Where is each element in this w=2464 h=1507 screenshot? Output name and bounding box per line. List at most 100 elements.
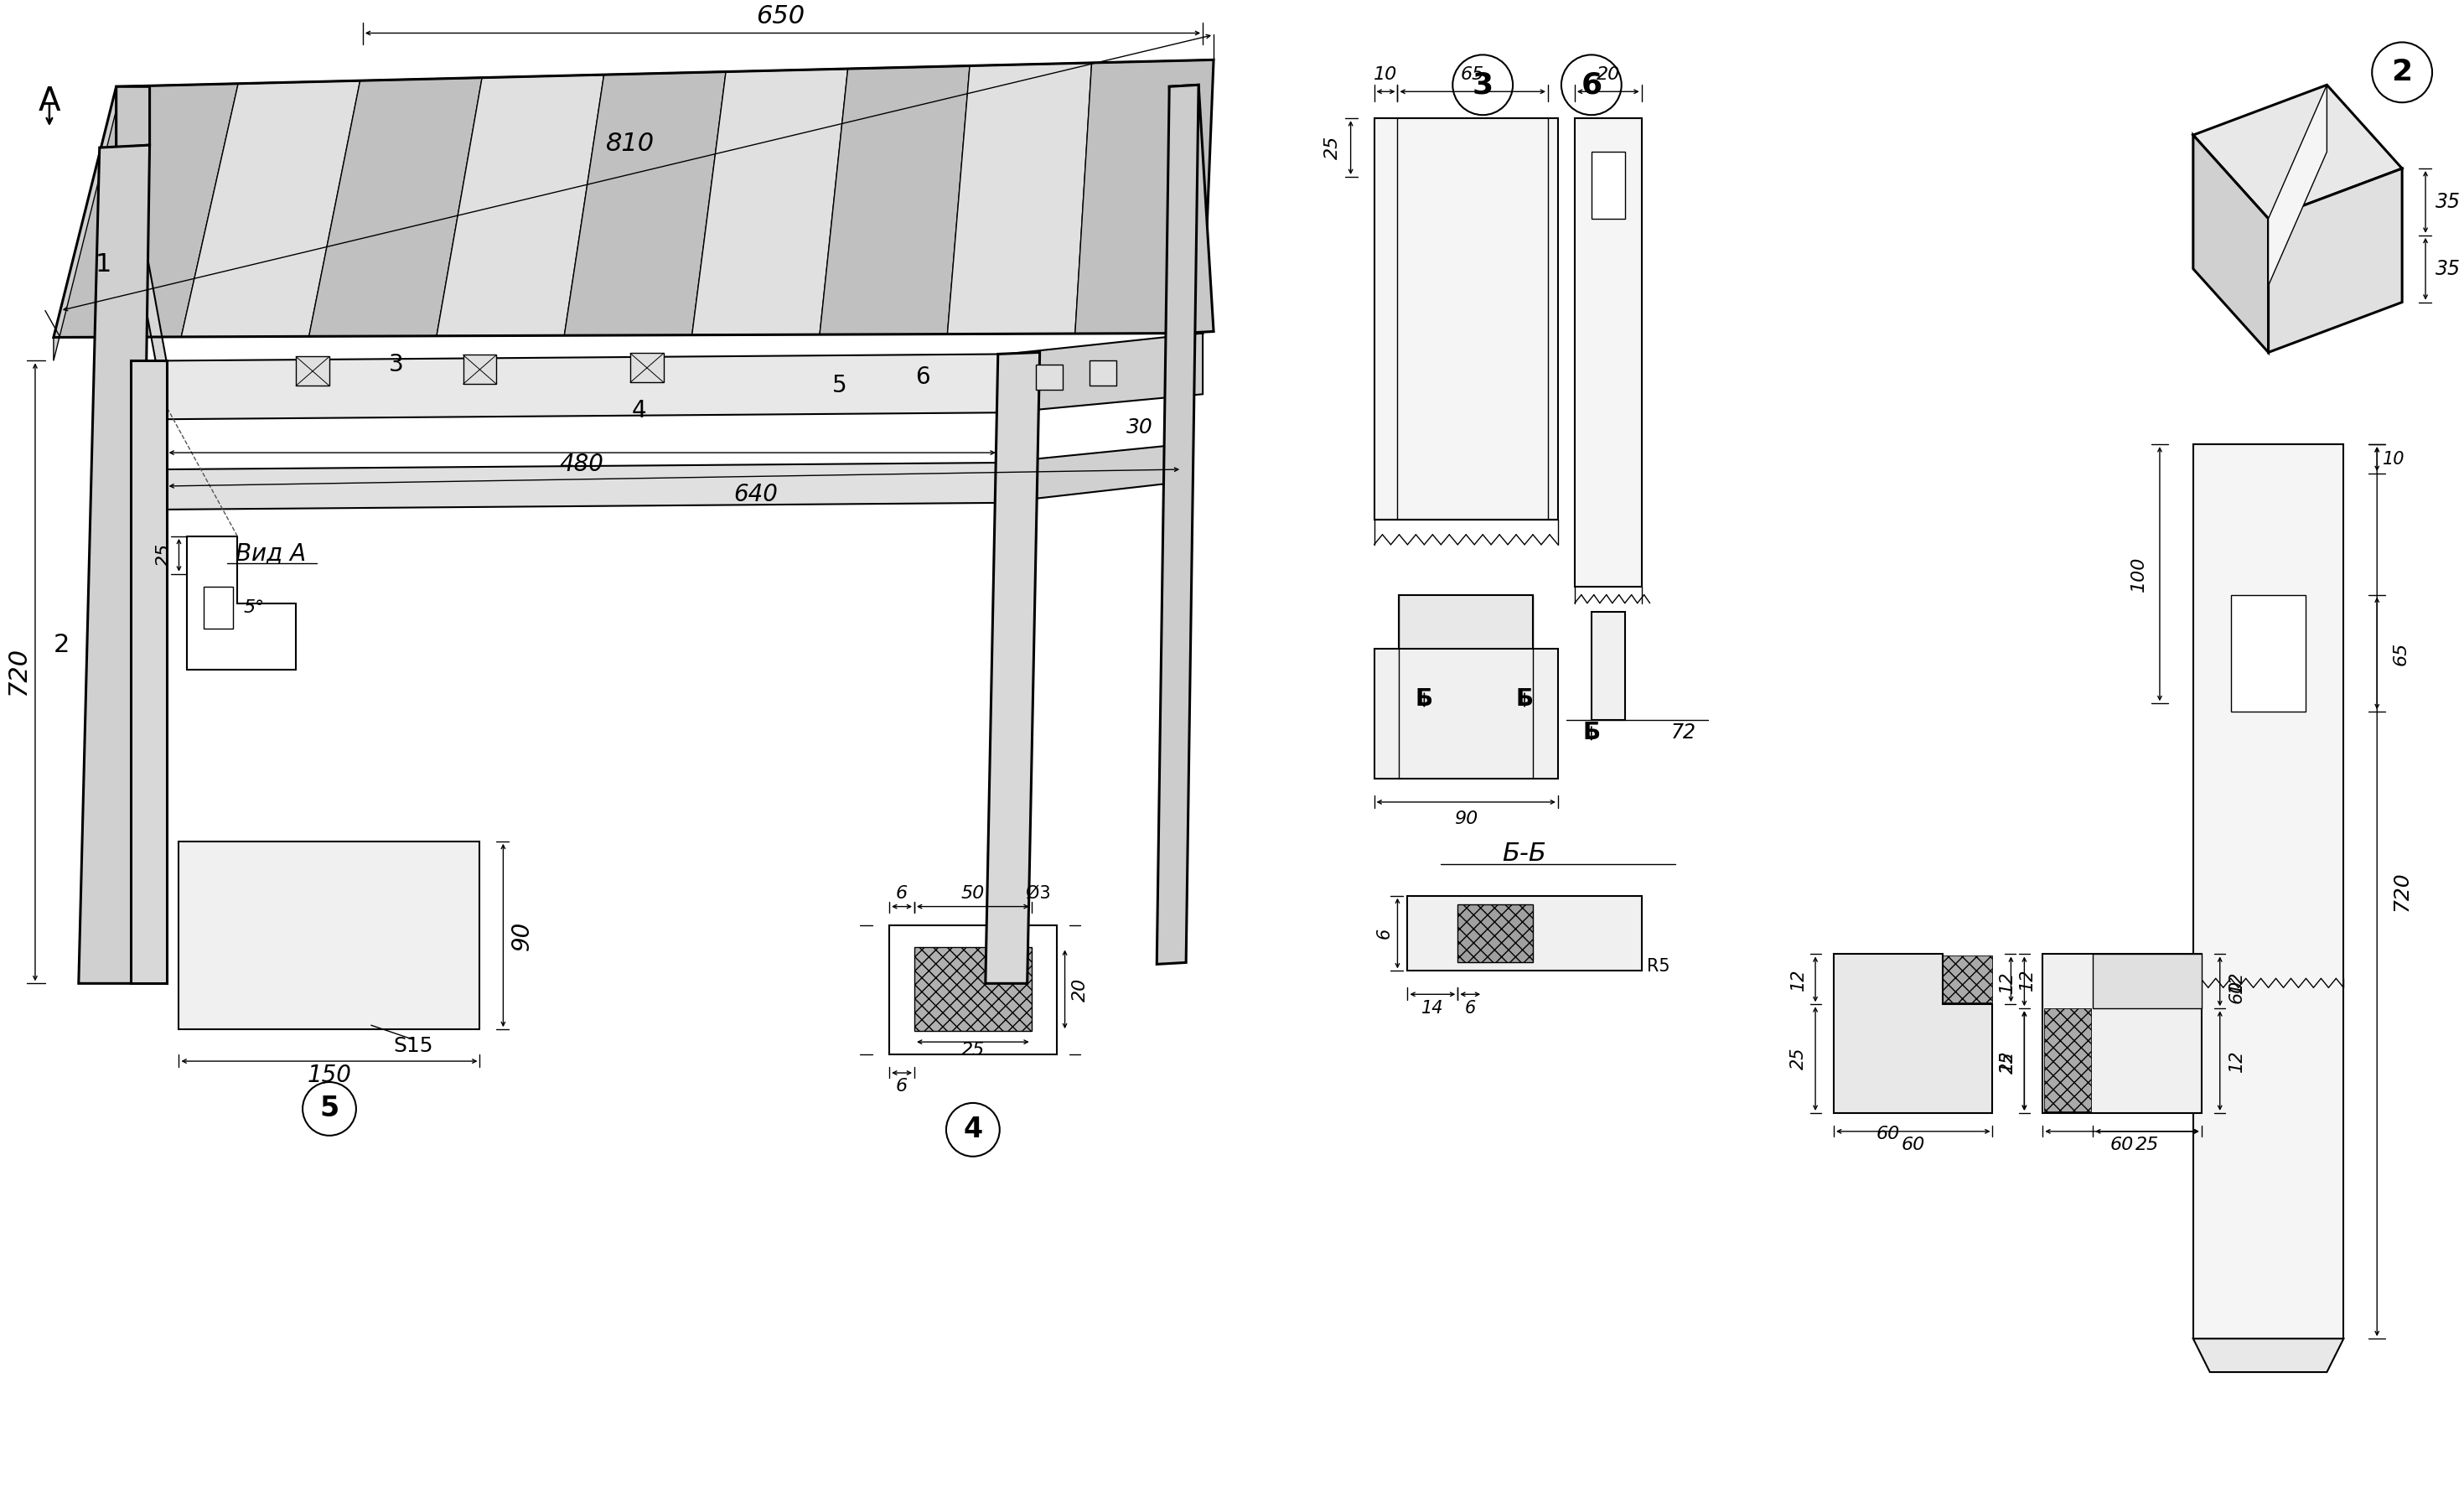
Text: Вид А: Вид А [237,541,306,565]
Text: 12: 12 [1998,971,2016,993]
Text: 4: 4 [631,399,646,422]
Bar [463,354,498,384]
Text: 720: 720 [2393,871,2412,912]
Text: 25: 25 [1323,136,1340,160]
Polygon shape [168,354,1005,419]
Polygon shape [1833,954,1993,1114]
Text: R5: R5 [1646,958,1671,975]
Polygon shape [564,72,727,336]
Bar [2230,595,2306,711]
Polygon shape [182,81,360,338]
Bar [1035,365,1062,390]
Polygon shape [1156,84,1198,964]
Text: 1: 1 [96,253,111,277]
Polygon shape [821,66,971,335]
Text: 20: 20 [1597,66,1619,83]
Polygon shape [2269,84,2326,285]
Text: 35: 35 [2434,191,2462,212]
Text: 6: 6 [914,366,929,389]
Bar [2193,445,2343,1338]
Text: 6: 6 [897,1078,907,1094]
Text: 25: 25 [1998,1052,2016,1074]
Text: 150: 150 [308,1064,352,1087]
Text: 25: 25 [2136,1136,2158,1153]
Bar [1836,954,1942,1111]
Circle shape [241,888,249,895]
Text: 6: 6 [1582,71,1602,99]
Text: Б: Б [1515,687,1533,711]
Text: 3: 3 [389,353,404,377]
Text: 12: 12 [2020,967,2035,990]
Bar [205,586,234,628]
Text: 2: 2 [54,633,69,657]
Bar [890,925,1057,1055]
Text: 12: 12 [2227,971,2245,993]
Text: 6: 6 [897,885,907,901]
Polygon shape [436,75,604,336]
Polygon shape [54,86,116,360]
Polygon shape [308,78,483,336]
Polygon shape [131,360,168,984]
Text: 5°: 5° [244,598,264,616]
Text: 640: 640 [734,482,779,506]
Text: 2: 2 [2393,59,2412,86]
Polygon shape [946,63,1092,335]
Polygon shape [116,86,150,148]
Text: 20: 20 [1072,978,1089,1002]
Bar [2043,954,2200,1114]
Bar [296,357,330,386]
Polygon shape [692,69,848,335]
Bar [1574,119,1641,586]
Text: 60: 60 [2109,1136,2134,1153]
Text: Б-Б: Б-Б [1503,842,1547,867]
Text: 12: 12 [1998,1050,2016,1073]
Bar [2045,1008,2092,1111]
Circle shape [241,972,249,978]
Bar [1836,955,1993,1002]
Text: 60: 60 [1875,1126,1900,1142]
Bar [1375,650,1557,779]
Polygon shape [2193,84,2402,219]
Polygon shape [54,83,239,338]
Text: 25: 25 [961,1041,986,1059]
Text: 810: 810 [606,131,655,155]
Text: 65: 65 [1461,66,1483,83]
Text: 5: 5 [833,374,848,398]
Text: 10: 10 [1375,66,1397,83]
Bar [1592,152,1624,219]
Text: 50: 50 [961,885,986,901]
Text: 12: 12 [1791,967,1806,990]
Bar [631,353,663,383]
Text: 12: 12 [2227,1050,2245,1073]
Polygon shape [1170,84,1215,333]
Text: Ø3: Ø3 [1025,885,1050,901]
Text: 10: 10 [2383,451,2405,467]
Text: 25: 25 [155,543,172,567]
Text: 25: 25 [1791,1047,1806,1070]
Polygon shape [168,463,998,509]
Circle shape [392,888,399,895]
Text: 72: 72 [1671,723,1695,743]
Text: 14: 14 [1422,1001,1444,1017]
Circle shape [392,972,399,978]
Bar [914,948,1032,1031]
Text: 30: 30 [1126,417,1153,437]
Polygon shape [998,445,1183,503]
Bar [1375,119,1557,520]
Text: A: A [39,86,62,118]
Polygon shape [2193,1338,2343,1371]
Text: 90: 90 [1454,811,1478,827]
Polygon shape [1005,333,1202,413]
Polygon shape [116,86,168,419]
Polygon shape [2269,169,2402,353]
Polygon shape [1074,60,1215,333]
Text: 35: 35 [2434,259,2462,279]
Bar [2092,954,2200,1008]
Bar [1407,895,1641,971]
Text: 3: 3 [1471,71,1493,99]
Bar [1400,595,1533,687]
Text: 65: 65 [2393,642,2410,665]
Text: 6: 6 [1464,1001,1476,1017]
Text: Б: Б [1582,720,1599,744]
Bar [1089,360,1116,386]
